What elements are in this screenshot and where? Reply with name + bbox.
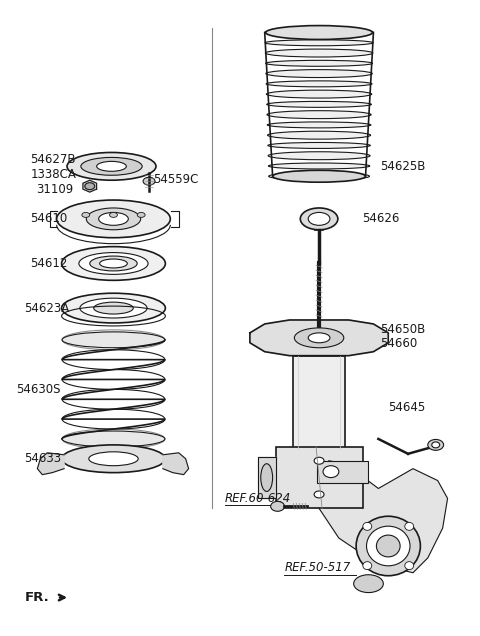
Ellipse shape — [405, 562, 414, 570]
Ellipse shape — [89, 452, 138, 466]
Ellipse shape — [62, 332, 165, 348]
Ellipse shape — [100, 259, 127, 268]
Ellipse shape — [90, 256, 137, 271]
Ellipse shape — [308, 333, 330, 343]
Ellipse shape — [267, 122, 371, 128]
Text: REF.50-517: REF.50-517 — [285, 562, 351, 574]
Polygon shape — [83, 180, 96, 192]
Ellipse shape — [376, 535, 400, 557]
Ellipse shape — [363, 562, 372, 570]
Ellipse shape — [96, 162, 126, 171]
Ellipse shape — [265, 60, 372, 66]
Polygon shape — [319, 460, 447, 573]
Ellipse shape — [266, 81, 372, 87]
Ellipse shape — [81, 158, 142, 176]
Ellipse shape — [273, 170, 366, 182]
Ellipse shape — [94, 302, 133, 314]
Ellipse shape — [57, 200, 170, 238]
Ellipse shape — [356, 516, 420, 576]
Ellipse shape — [314, 457, 324, 464]
Ellipse shape — [143, 177, 155, 185]
Ellipse shape — [85, 183, 95, 190]
Ellipse shape — [261, 464, 273, 492]
Ellipse shape — [432, 442, 440, 448]
Ellipse shape — [264, 29, 373, 36]
Ellipse shape — [61, 247, 166, 280]
Text: 54610: 54610 — [30, 212, 68, 225]
Text: 54645: 54645 — [388, 401, 425, 413]
Ellipse shape — [61, 293, 166, 323]
Ellipse shape — [265, 40, 373, 46]
Ellipse shape — [79, 252, 148, 274]
Bar — [276, 447, 362, 508]
Ellipse shape — [62, 431, 165, 447]
Polygon shape — [258, 457, 276, 499]
Ellipse shape — [268, 152, 370, 160]
Ellipse shape — [314, 491, 324, 498]
Text: 54625B: 54625B — [380, 160, 426, 173]
Polygon shape — [163, 453, 189, 474]
Bar — [317, 460, 369, 483]
Ellipse shape — [67, 153, 156, 180]
Ellipse shape — [265, 49, 373, 57]
Text: REF.60-624: REF.60-624 — [225, 492, 291, 505]
Ellipse shape — [405, 522, 414, 530]
Ellipse shape — [267, 111, 371, 119]
Text: 1338CA: 1338CA — [30, 168, 76, 181]
Ellipse shape — [294, 328, 344, 348]
Ellipse shape — [266, 90, 372, 98]
Ellipse shape — [109, 212, 118, 218]
Text: FR.: FR. — [24, 591, 49, 604]
Ellipse shape — [300, 208, 338, 230]
Ellipse shape — [61, 445, 166, 473]
Ellipse shape — [271, 501, 285, 511]
Ellipse shape — [269, 172, 370, 180]
Bar — [293, 356, 345, 449]
Ellipse shape — [363, 522, 372, 530]
Text: 54612: 54612 — [30, 257, 68, 270]
Ellipse shape — [308, 212, 330, 225]
Ellipse shape — [80, 298, 147, 318]
Text: 54660: 54660 — [380, 337, 418, 350]
Ellipse shape — [267, 101, 372, 107]
Text: 54633: 54633 — [24, 452, 61, 466]
Text: 54626: 54626 — [362, 212, 400, 225]
Ellipse shape — [268, 163, 370, 169]
Ellipse shape — [137, 212, 145, 218]
Ellipse shape — [86, 208, 141, 230]
Text: 54623A: 54623A — [24, 301, 70, 315]
Text: 54559C: 54559C — [153, 173, 198, 186]
Text: 31109: 31109 — [36, 183, 73, 196]
Ellipse shape — [354, 575, 384, 593]
Polygon shape — [250, 320, 388, 356]
Text: 54630S: 54630S — [17, 383, 61, 396]
Polygon shape — [37, 453, 64, 474]
Text: 54650B: 54650B — [380, 323, 426, 336]
Ellipse shape — [99, 212, 128, 225]
Ellipse shape — [266, 69, 372, 78]
Ellipse shape — [428, 439, 444, 450]
Ellipse shape — [82, 212, 90, 218]
Ellipse shape — [267, 131, 371, 139]
Ellipse shape — [266, 25, 372, 39]
Text: 54627B: 54627B — [30, 153, 76, 166]
Ellipse shape — [323, 466, 339, 478]
Ellipse shape — [268, 142, 371, 148]
Ellipse shape — [367, 526, 410, 566]
